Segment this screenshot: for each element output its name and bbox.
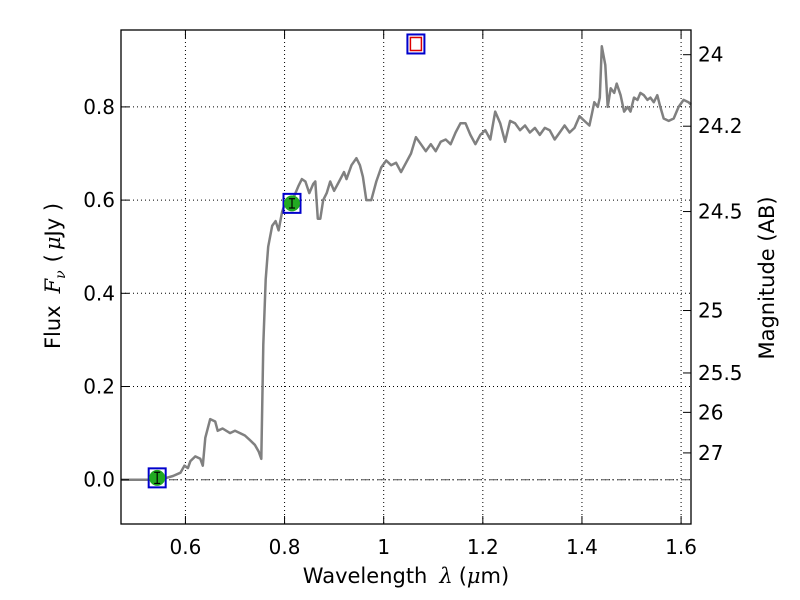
y-tick-label: 0.8 bbox=[83, 95, 115, 119]
x-tick-label: 1.2 bbox=[467, 535, 499, 559]
upper-limit-marker bbox=[409, 36, 423, 52]
y-tick-label: 0.4 bbox=[83, 281, 115, 305]
marker-layer bbox=[147, 33, 426, 489]
y-tick-label: 0.6 bbox=[83, 188, 115, 212]
x-axis-title: Wavelength λ (μm) bbox=[303, 564, 509, 588]
x-tick-label: 0.8 bbox=[269, 535, 301, 559]
y2-axis-title: Magnitude (AB) bbox=[755, 196, 779, 359]
grid bbox=[121, 30, 691, 524]
y2-tick-label: 25 bbox=[698, 299, 723, 323]
tick-layer: 0.6 0.8 1 1.2 1.4 1.6 0.0 0.2 0.4 0.6 0.8 24 24.2 24.… bbox=[83, 30, 743, 559]
plot-frame bbox=[120, 29, 692, 525]
y2-tick-label: 24 bbox=[698, 43, 723, 67]
y2-tick-label: 25.5 bbox=[698, 361, 743, 385]
x-tick-label: 1.4 bbox=[566, 535, 598, 559]
model-box-marker bbox=[282, 192, 302, 214]
x-tick-label: 1 bbox=[377, 535, 390, 559]
series-layer bbox=[121, 45, 692, 481]
model-box-marker bbox=[147, 467, 167, 489]
x-tick-label: 0.6 bbox=[170, 535, 202, 559]
y-tick-label: 0.2 bbox=[83, 375, 115, 399]
axes-layer bbox=[120, 29, 692, 525]
y2-tick-label: 27 bbox=[698, 441, 723, 465]
model-box-marker bbox=[406, 33, 426, 55]
y2-tick-label: 24.2 bbox=[698, 114, 743, 138]
x-tick-label: 1.6 bbox=[665, 535, 697, 559]
y-axis-title: FluxFν(μJy ) bbox=[41, 203, 69, 349]
spectrum-line bbox=[121, 45, 692, 481]
y2-tick-label: 26 bbox=[698, 400, 723, 424]
y-tick-label: 0.0 bbox=[83, 468, 115, 492]
y2-tick-label: 24.5 bbox=[698, 200, 743, 224]
